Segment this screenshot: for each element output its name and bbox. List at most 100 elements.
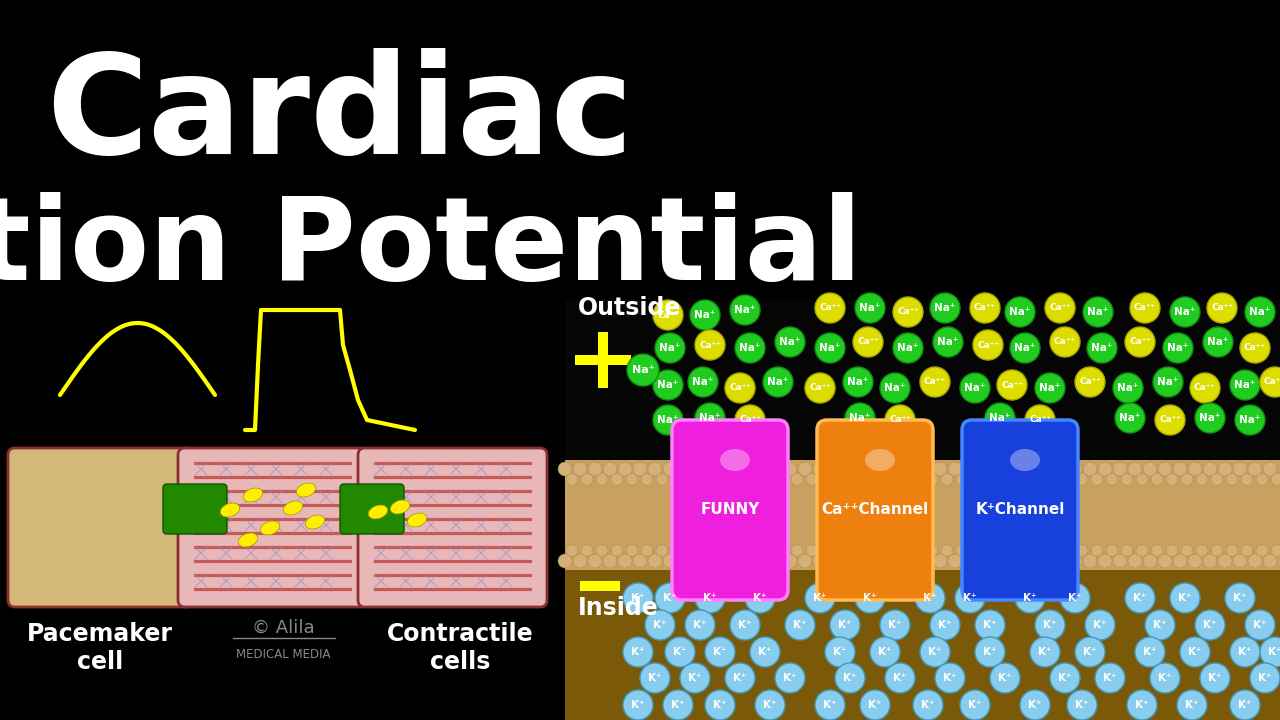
Text: Na⁺: Na⁺ <box>1039 383 1061 393</box>
Bar <box>564 570 1280 720</box>
Text: K⁺: K⁺ <box>1233 593 1247 603</box>
Circle shape <box>705 637 735 667</box>
Circle shape <box>1025 405 1055 435</box>
Circle shape <box>776 474 788 485</box>
Text: Ca⁺⁺: Ca⁺⁺ <box>1158 415 1181 425</box>
Circle shape <box>634 554 646 568</box>
Circle shape <box>755 690 785 720</box>
Text: Na⁺: Na⁺ <box>859 303 881 313</box>
Text: Na⁺: Na⁺ <box>964 383 986 393</box>
Text: Ca⁺⁺: Ca⁺⁺ <box>1134 304 1156 312</box>
Circle shape <box>666 637 695 667</box>
Text: K⁺: K⁺ <box>648 673 662 683</box>
Text: K⁺: K⁺ <box>823 700 837 710</box>
Circle shape <box>836 474 847 485</box>
Circle shape <box>1181 544 1193 557</box>
FancyBboxPatch shape <box>340 484 404 534</box>
Circle shape <box>753 462 767 476</box>
Circle shape <box>1036 373 1065 403</box>
Circle shape <box>623 690 653 720</box>
Circle shape <box>1106 544 1117 557</box>
Ellipse shape <box>238 533 257 547</box>
Text: Na⁺: Na⁺ <box>1234 380 1256 390</box>
Circle shape <box>1001 474 1012 485</box>
Circle shape <box>1219 462 1231 476</box>
Circle shape <box>1172 462 1187 476</box>
Circle shape <box>1271 474 1280 485</box>
Circle shape <box>1083 462 1097 476</box>
Circle shape <box>960 690 989 720</box>
Text: Ca⁺⁺: Ca⁺⁺ <box>977 341 998 349</box>
Circle shape <box>695 583 724 613</box>
Circle shape <box>1170 583 1201 613</box>
Circle shape <box>603 462 617 476</box>
Circle shape <box>920 367 950 397</box>
Circle shape <box>746 544 758 557</box>
Text: K⁺: K⁺ <box>1135 700 1148 710</box>
Circle shape <box>783 462 797 476</box>
Text: Ca⁺⁺: Ca⁺⁺ <box>1079 377 1101 387</box>
Text: Ca⁺⁺: Ca⁺⁺ <box>890 415 911 425</box>
Circle shape <box>941 474 952 485</box>
Circle shape <box>627 354 659 386</box>
Circle shape <box>1211 474 1222 485</box>
Circle shape <box>573 462 588 476</box>
Text: K⁺: K⁺ <box>998 673 1011 683</box>
Text: K⁺: K⁺ <box>1038 647 1052 657</box>
Text: K⁺: K⁺ <box>703 593 717 603</box>
Circle shape <box>735 333 765 363</box>
Circle shape <box>1245 297 1275 327</box>
Text: Ca⁺⁺: Ca⁺⁺ <box>699 341 721 349</box>
Circle shape <box>836 544 847 557</box>
Circle shape <box>1137 474 1148 485</box>
Circle shape <box>855 583 884 613</box>
Circle shape <box>805 583 835 613</box>
Circle shape <box>881 544 893 557</box>
Text: K⁺Channel: K⁺Channel <box>975 503 1065 518</box>
Circle shape <box>902 462 916 476</box>
Circle shape <box>972 544 983 557</box>
Circle shape <box>746 474 758 485</box>
Circle shape <box>723 462 737 476</box>
Circle shape <box>1196 610 1225 640</box>
Text: K⁺: K⁺ <box>1023 593 1037 603</box>
Circle shape <box>648 462 662 476</box>
Circle shape <box>716 544 728 557</box>
Circle shape <box>657 474 668 485</box>
Text: Na⁺: Na⁺ <box>934 303 956 313</box>
Circle shape <box>911 474 923 485</box>
Circle shape <box>888 462 902 476</box>
Circle shape <box>1153 367 1183 397</box>
Circle shape <box>858 554 872 568</box>
Text: Na⁺: Na⁺ <box>694 310 716 320</box>
Circle shape <box>963 462 977 476</box>
Text: K⁺: K⁺ <box>671 700 685 710</box>
Circle shape <box>768 462 782 476</box>
Circle shape <box>963 554 977 568</box>
Circle shape <box>1190 373 1220 403</box>
Circle shape <box>1075 637 1105 667</box>
Circle shape <box>708 554 722 568</box>
Circle shape <box>653 300 684 330</box>
Circle shape <box>611 474 623 485</box>
Circle shape <box>1050 327 1080 357</box>
Text: Na⁺: Na⁺ <box>937 337 959 347</box>
Circle shape <box>1085 610 1115 640</box>
Circle shape <box>1245 610 1275 640</box>
Circle shape <box>852 327 883 357</box>
Circle shape <box>960 373 989 403</box>
Circle shape <box>1260 367 1280 397</box>
Ellipse shape <box>407 513 426 527</box>
Circle shape <box>1196 403 1225 433</box>
Circle shape <box>663 554 677 568</box>
Circle shape <box>1158 554 1172 568</box>
Circle shape <box>753 554 767 568</box>
Circle shape <box>1188 554 1202 568</box>
Text: K⁺: K⁺ <box>938 620 952 630</box>
Circle shape <box>1121 474 1133 485</box>
Text: K⁺: K⁺ <box>1188 647 1202 657</box>
Circle shape <box>867 544 878 557</box>
Text: K⁺: K⁺ <box>1103 673 1116 683</box>
Circle shape <box>695 403 724 433</box>
Circle shape <box>881 373 910 403</box>
